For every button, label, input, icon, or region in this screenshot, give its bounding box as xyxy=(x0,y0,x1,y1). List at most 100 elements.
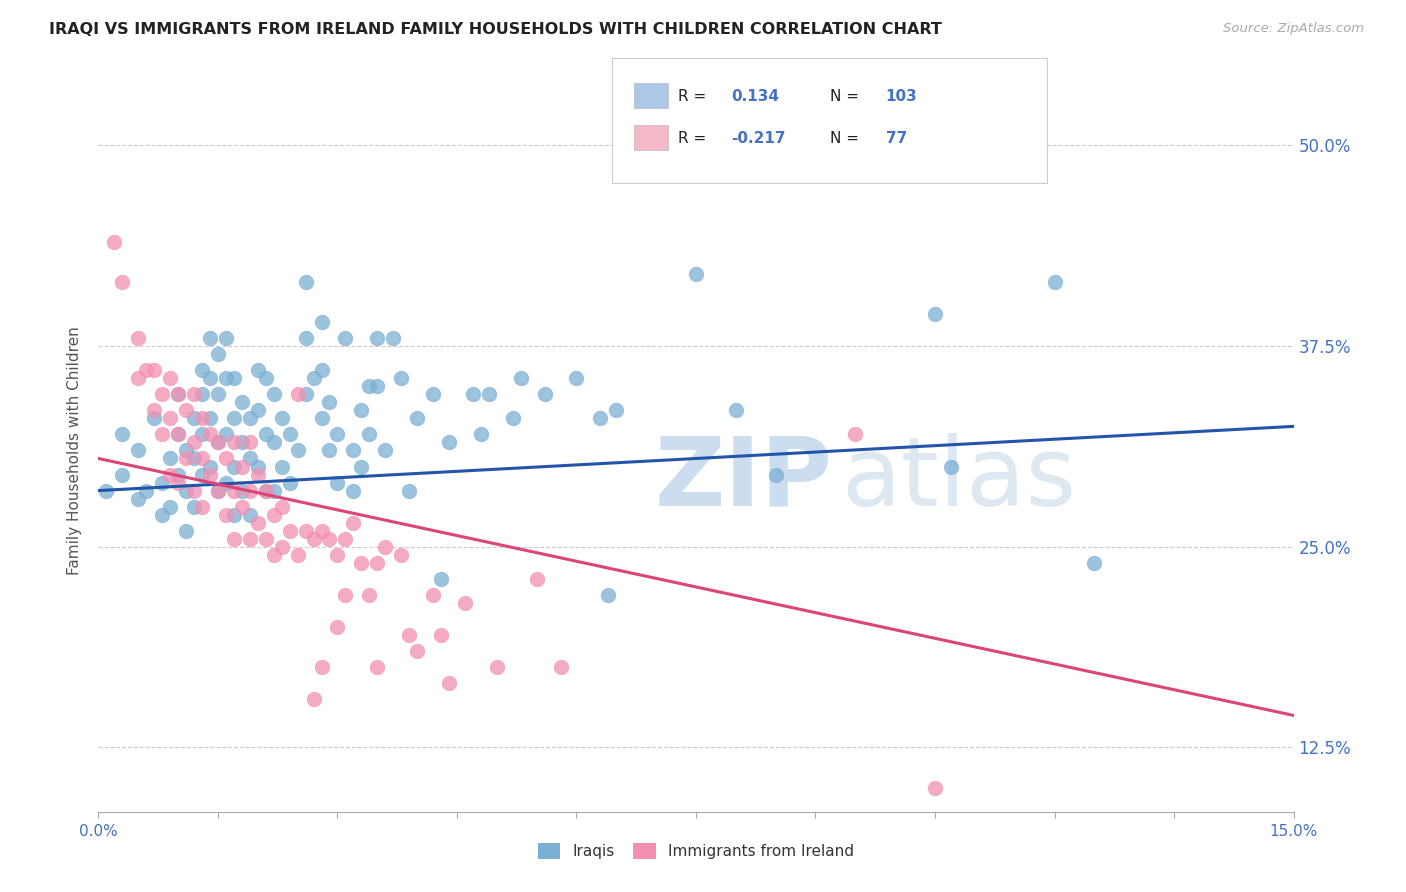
Point xyxy=(198,411,221,425)
Point xyxy=(222,532,245,546)
Point xyxy=(167,427,190,442)
Point xyxy=(374,540,396,554)
Point xyxy=(263,483,285,498)
Text: ZIP: ZIP xyxy=(655,433,832,526)
Point xyxy=(191,411,214,425)
Point xyxy=(478,387,501,401)
Point xyxy=(159,500,181,514)
Point xyxy=(326,475,349,490)
Point xyxy=(174,524,197,538)
Point xyxy=(143,363,166,377)
Point xyxy=(127,331,149,345)
Point xyxy=(198,331,221,345)
Point xyxy=(278,475,301,490)
Point xyxy=(111,427,134,442)
Point xyxy=(198,467,221,482)
Point xyxy=(231,459,253,474)
Point xyxy=(191,427,214,442)
Point xyxy=(270,411,292,425)
Text: N =: N = xyxy=(830,89,863,103)
Point xyxy=(485,660,508,674)
Point xyxy=(174,403,197,417)
Point xyxy=(167,427,190,442)
Point xyxy=(254,483,277,498)
Point xyxy=(159,371,181,385)
Point xyxy=(215,427,238,442)
Point xyxy=(342,483,364,498)
Point xyxy=(294,331,316,345)
Point xyxy=(598,588,620,602)
Point xyxy=(198,371,221,385)
Point xyxy=(111,467,134,482)
Point xyxy=(263,508,285,522)
Point xyxy=(239,508,262,522)
Point xyxy=(470,427,492,442)
Point xyxy=(398,628,420,642)
Point xyxy=(263,435,285,450)
Point xyxy=(246,459,269,474)
Point xyxy=(326,620,349,634)
Point xyxy=(311,315,333,329)
Point xyxy=(318,395,340,409)
Point xyxy=(246,403,269,417)
Point xyxy=(389,548,412,562)
Point xyxy=(254,483,277,498)
Point xyxy=(406,644,429,658)
Point xyxy=(246,467,269,482)
Point xyxy=(342,443,364,458)
Point xyxy=(335,331,357,345)
Point xyxy=(318,532,340,546)
Point xyxy=(939,459,962,474)
Point xyxy=(191,363,214,377)
Point xyxy=(174,483,197,498)
Point xyxy=(422,387,444,401)
Point xyxy=(366,556,388,570)
Point xyxy=(127,443,149,458)
Point xyxy=(198,427,221,442)
Point xyxy=(294,524,316,538)
Text: -0.217: -0.217 xyxy=(731,131,786,145)
Point xyxy=(389,371,412,385)
Point xyxy=(198,459,221,474)
Point xyxy=(326,427,349,442)
Point xyxy=(174,451,197,466)
Point xyxy=(342,516,364,530)
Point xyxy=(359,379,381,393)
Text: atlas: atlas xyxy=(841,433,1077,526)
Point xyxy=(167,475,190,490)
Point xyxy=(159,467,181,482)
Point xyxy=(239,532,262,546)
Point xyxy=(150,427,173,442)
Point xyxy=(359,588,381,602)
Point xyxy=(191,467,214,482)
Point xyxy=(135,363,157,377)
Point xyxy=(215,475,238,490)
Point xyxy=(924,780,946,795)
Text: N =: N = xyxy=(830,131,863,145)
Point xyxy=(183,387,205,401)
Point xyxy=(765,467,787,482)
Point xyxy=(685,267,707,281)
Point xyxy=(461,387,484,401)
Point xyxy=(183,435,205,450)
Point xyxy=(183,483,205,498)
Point xyxy=(207,347,229,361)
Point xyxy=(127,371,149,385)
Point xyxy=(127,491,149,506)
Point xyxy=(150,387,173,401)
Point xyxy=(207,387,229,401)
Point xyxy=(96,483,118,498)
Point xyxy=(215,508,238,522)
Point xyxy=(350,403,373,417)
Point xyxy=(150,508,173,522)
Point xyxy=(366,660,388,674)
Point xyxy=(326,548,349,562)
Point xyxy=(350,556,373,570)
Point xyxy=(167,387,190,401)
Point xyxy=(398,483,420,498)
Point xyxy=(222,483,245,498)
Point xyxy=(191,451,214,466)
Point xyxy=(302,532,325,546)
Point xyxy=(135,483,157,498)
Point xyxy=(183,411,205,425)
